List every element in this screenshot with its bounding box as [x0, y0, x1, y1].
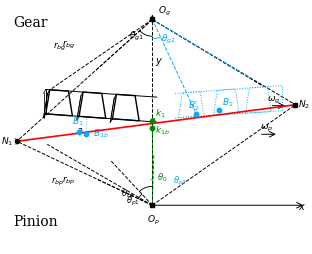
Text: x: x: [299, 202, 305, 212]
Text: $\theta_{bp}$: $\theta_{bp}$: [121, 188, 136, 201]
Text: $B_1$: $B_1$: [72, 116, 84, 128]
Text: $\theta_{p2}$: $\theta_{p2}$: [173, 175, 187, 188]
Text: $r_{bg}$: $r_{bg}$: [53, 41, 66, 53]
Text: $\theta_{p1}$: $\theta_{p1}$: [126, 195, 140, 208]
Text: $\omega_g$: $\omega_g$: [267, 94, 281, 106]
Text: y: y: [155, 56, 161, 66]
Text: $r_{bp}$: $r_{bp}$: [62, 175, 75, 187]
Text: $\theta_{g2}$: $\theta_{g2}$: [161, 33, 176, 46]
Text: Gear: Gear: [14, 15, 48, 29]
Text: $N_1$: $N_1$: [1, 135, 13, 148]
Text: Pinion: Pinion: [14, 215, 58, 229]
Text: $\omega_p$: $\omega_p$: [260, 123, 273, 134]
Text: $r_{bp}$: $r_{bp}$: [51, 176, 65, 188]
Text: $O_g$: $O_g$: [158, 5, 171, 18]
Text: $k_{1b}$: $k_{1b}$: [155, 124, 170, 137]
Text: $B_{1b}$: $B_{1b}$: [93, 128, 109, 140]
Text: $r_{bg}$: $r_{bg}$: [62, 39, 75, 51]
Text: $k_1$: $k_1$: [155, 108, 166, 120]
Text: $B_2$: $B_2$: [222, 97, 234, 109]
Text: $B_2'$: $B_2'$: [188, 99, 200, 113]
Text: $N_2$: $N_2$: [299, 99, 311, 111]
Text: $\theta_{g1}$: $\theta_{g1}$: [129, 30, 144, 43]
Text: $O_p$: $O_p$: [147, 214, 160, 227]
Text: $\theta_0$: $\theta_0$: [157, 171, 167, 184]
